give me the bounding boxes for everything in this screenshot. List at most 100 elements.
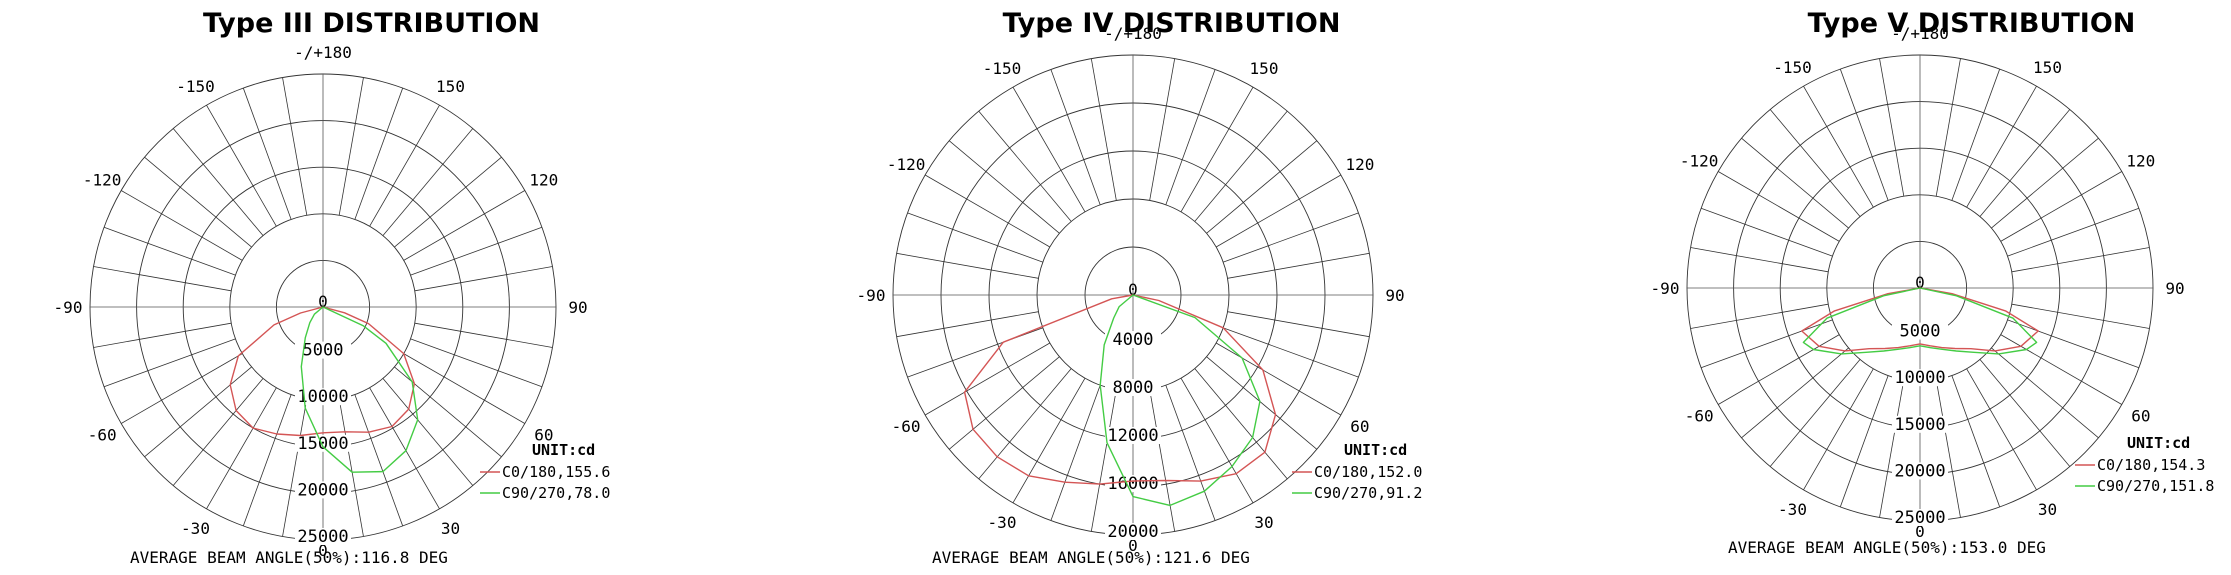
angle-label: 120 xyxy=(1345,155,1374,174)
grid-spoke xyxy=(1165,69,1216,205)
polar-panel-type-iii: Type III DISTRIBUTION -/+180 -150 150 -120 1… xyxy=(0,0,743,575)
grid-spoke xyxy=(1951,68,2001,201)
grid-spoke xyxy=(414,322,553,348)
grid-spoke xyxy=(1050,69,1101,205)
legend-entry: C0/180,152.0 xyxy=(1314,463,1422,481)
angle-label: -90 xyxy=(54,298,83,317)
radial-tick-label: 10000 xyxy=(1894,368,1945,388)
grid-spoke xyxy=(354,394,404,527)
radial-label-bg xyxy=(295,434,351,452)
angle-label: -90 xyxy=(857,286,886,305)
angle-label-bottom: 0 xyxy=(1915,522,1925,541)
unit-label: UNIT:cd xyxy=(2127,434,2190,452)
grid-spoke xyxy=(907,212,1043,263)
angle-label: 60 xyxy=(1350,417,1369,436)
chart-title: Type IV DISTRIBUTION xyxy=(1002,8,1341,39)
grid-spoke xyxy=(1700,207,1833,257)
center-label: 0 xyxy=(318,292,328,311)
grid-spoke xyxy=(948,356,1060,450)
grid-spoke xyxy=(1690,303,1829,329)
radial-label-bg xyxy=(295,341,351,359)
grid-spoke xyxy=(242,87,292,220)
grid-spoke xyxy=(206,105,277,227)
grid-spoke xyxy=(1223,212,1359,263)
grid-spoke xyxy=(2007,319,2140,369)
radial-tick-label: 25000 xyxy=(1894,508,1945,528)
grid-spoke xyxy=(1991,137,2099,229)
center-label: 0 xyxy=(1128,280,1138,299)
grid-spoke xyxy=(978,368,1072,480)
angle-label: 60 xyxy=(2131,407,2150,426)
grid-spoke xyxy=(103,338,236,388)
radial-tick-label: 15000 xyxy=(1894,415,1945,435)
grid-spoke xyxy=(121,190,243,261)
angle-label-bottom: 0 xyxy=(318,541,328,560)
radial-label-bg xyxy=(295,388,351,406)
angle-label: 150 xyxy=(1250,59,1279,78)
grid-spoke xyxy=(1741,137,1849,229)
grid-spoke xyxy=(1769,359,1861,467)
angle-label: -90 xyxy=(1651,279,1680,298)
grid-spoke xyxy=(1206,356,1318,450)
beam-angle-text: AVERAGE BEAM ANGLE(50%):121.6 DEG xyxy=(932,548,1250,567)
radial-tick-label: 20000 xyxy=(1107,522,1158,542)
series-curve-0 xyxy=(229,306,416,437)
grid-spoke xyxy=(1223,327,1359,378)
grid-spoke xyxy=(1741,347,1849,439)
grid-spoke xyxy=(2000,334,2122,405)
angle-label: 120 xyxy=(529,171,558,190)
angle-label: -/+180 xyxy=(294,43,352,62)
grid-spoke xyxy=(924,174,1051,248)
grid-spoke xyxy=(1012,86,1086,213)
grid-spoke xyxy=(948,140,1060,234)
angle-label: -150 xyxy=(983,59,1022,78)
angle-label: -120 xyxy=(1680,152,1719,171)
radial-label-bg xyxy=(1892,509,1948,526)
grid-spoke xyxy=(1966,368,2037,490)
grid-spoke xyxy=(1718,171,1840,242)
angle-label: -30 xyxy=(181,519,210,538)
grid-spoke xyxy=(172,128,264,236)
radial-label-bg xyxy=(1892,415,1948,433)
grid-spoke xyxy=(1149,58,1176,201)
radial-label-bg xyxy=(1105,379,1161,396)
radial-tick-label: 16000 xyxy=(1107,474,1158,494)
grid-spoke xyxy=(93,322,232,348)
grid-spoke xyxy=(410,338,543,388)
angle-label: -120 xyxy=(83,171,122,190)
grid-spoke xyxy=(1690,247,1829,273)
legend-entry: C90/270,151.8 xyxy=(2097,477,2214,495)
grid-spoke xyxy=(2000,171,2122,242)
grid-spoke xyxy=(354,87,404,220)
grid-spoke xyxy=(282,398,308,537)
grid-spoke xyxy=(338,77,364,216)
grid-spoke xyxy=(172,378,264,486)
grid-spoke xyxy=(206,387,277,509)
radial-tick-label: 4000 xyxy=(1113,330,1154,350)
grid-spoke xyxy=(1227,311,1370,338)
grid-spoke xyxy=(1769,109,1861,217)
angle-label: 30 xyxy=(441,519,460,538)
radial-label-bg xyxy=(1892,322,1948,340)
grid-spoke xyxy=(1194,368,1288,480)
grid-spoke xyxy=(144,156,252,248)
angle-label: -60 xyxy=(88,426,117,445)
angle-label: -/+180 xyxy=(1104,24,1162,43)
grid-spoke xyxy=(282,77,308,216)
angle-label: -60 xyxy=(1685,407,1714,426)
grid-spoke xyxy=(1215,342,1342,416)
radial-tick-label: 8000 xyxy=(1113,378,1154,398)
grid-spoke xyxy=(2011,303,2150,329)
beam-angle-text: AVERAGE BEAM ANGLE(50%):116.8 DEG xyxy=(130,548,448,567)
radial-label-bg xyxy=(295,481,351,499)
center-label: 0 xyxy=(1915,273,1925,292)
legend-entry: C0/180,154.3 xyxy=(2097,456,2205,474)
angle-label: 90 xyxy=(568,298,587,317)
angle-label: -150 xyxy=(176,77,215,96)
angle-label: -30 xyxy=(1778,500,1807,519)
angle-label: -60 xyxy=(892,417,921,436)
radial-label-bg xyxy=(1892,462,1948,480)
grid-spoke xyxy=(1206,140,1318,234)
grid-spoke xyxy=(1979,109,2071,217)
grid-spoke xyxy=(1215,174,1342,248)
